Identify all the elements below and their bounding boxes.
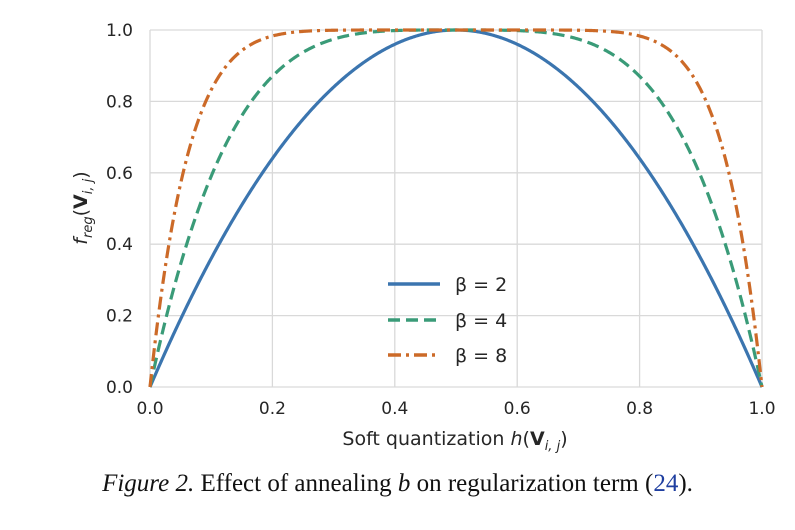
figure-caption: Figure 2. Effect of annealing b on regul…: [102, 470, 693, 497]
y-tick-label: 0.6: [106, 164, 133, 184]
legend-label-beta-2: β = 2: [455, 274, 507, 296]
caption-symbol: b: [397, 470, 411, 497]
x-tick-label: 0.8: [626, 399, 653, 419]
x-tick-label: 0.6: [504, 399, 531, 419]
x-tick-labels: 0.0 0.2 0.4 0.6 0.8 1.0: [136, 399, 775, 419]
series-line-beta-2: [148, 28, 764, 388]
x-axis-label: Soft quantization h(Vi, j): [342, 428, 567, 454]
series-lines: [148, 28, 764, 388]
y-tick-label: 0.2: [106, 307, 133, 327]
y-axis-label: freg(Vi, j): [70, 171, 96, 244]
legend-label-beta-4: β = 4: [455, 310, 507, 332]
series-line-beta-8: [148, 28, 764, 388]
equation-ref-link[interactable]: 24: [653, 470, 679, 497]
y-tick-label: 1.0: [106, 21, 133, 41]
x-tick-label: 1.0: [748, 399, 775, 419]
chart: 0.0 0.2 0.4 0.6 0.8 1.0 0.0 0.2 0.4 0.6 0.8 1.0 So…: [70, 21, 776, 454]
caption-label: Figure 2.: [102, 470, 195, 497]
x-tick-label: 0.2: [259, 399, 286, 419]
y-tick-label: 0.0: [106, 378, 133, 398]
legend: β = 2 β = 4 β = 8: [388, 274, 507, 367]
series-line-beta-4: [148, 28, 764, 388]
legend-label-beta-8: β = 8: [455, 345, 507, 367]
grid: [149, 29, 763, 388]
x-tick-label: 0.4: [381, 399, 408, 419]
y-tick-label: 0.8: [106, 92, 133, 112]
y-tick-labels: 0.0 0.2 0.4 0.6 0.8 1.0: [106, 21, 133, 398]
x-tick-label: 0.0: [136, 399, 163, 419]
y-tick-label: 0.4: [106, 235, 133, 255]
